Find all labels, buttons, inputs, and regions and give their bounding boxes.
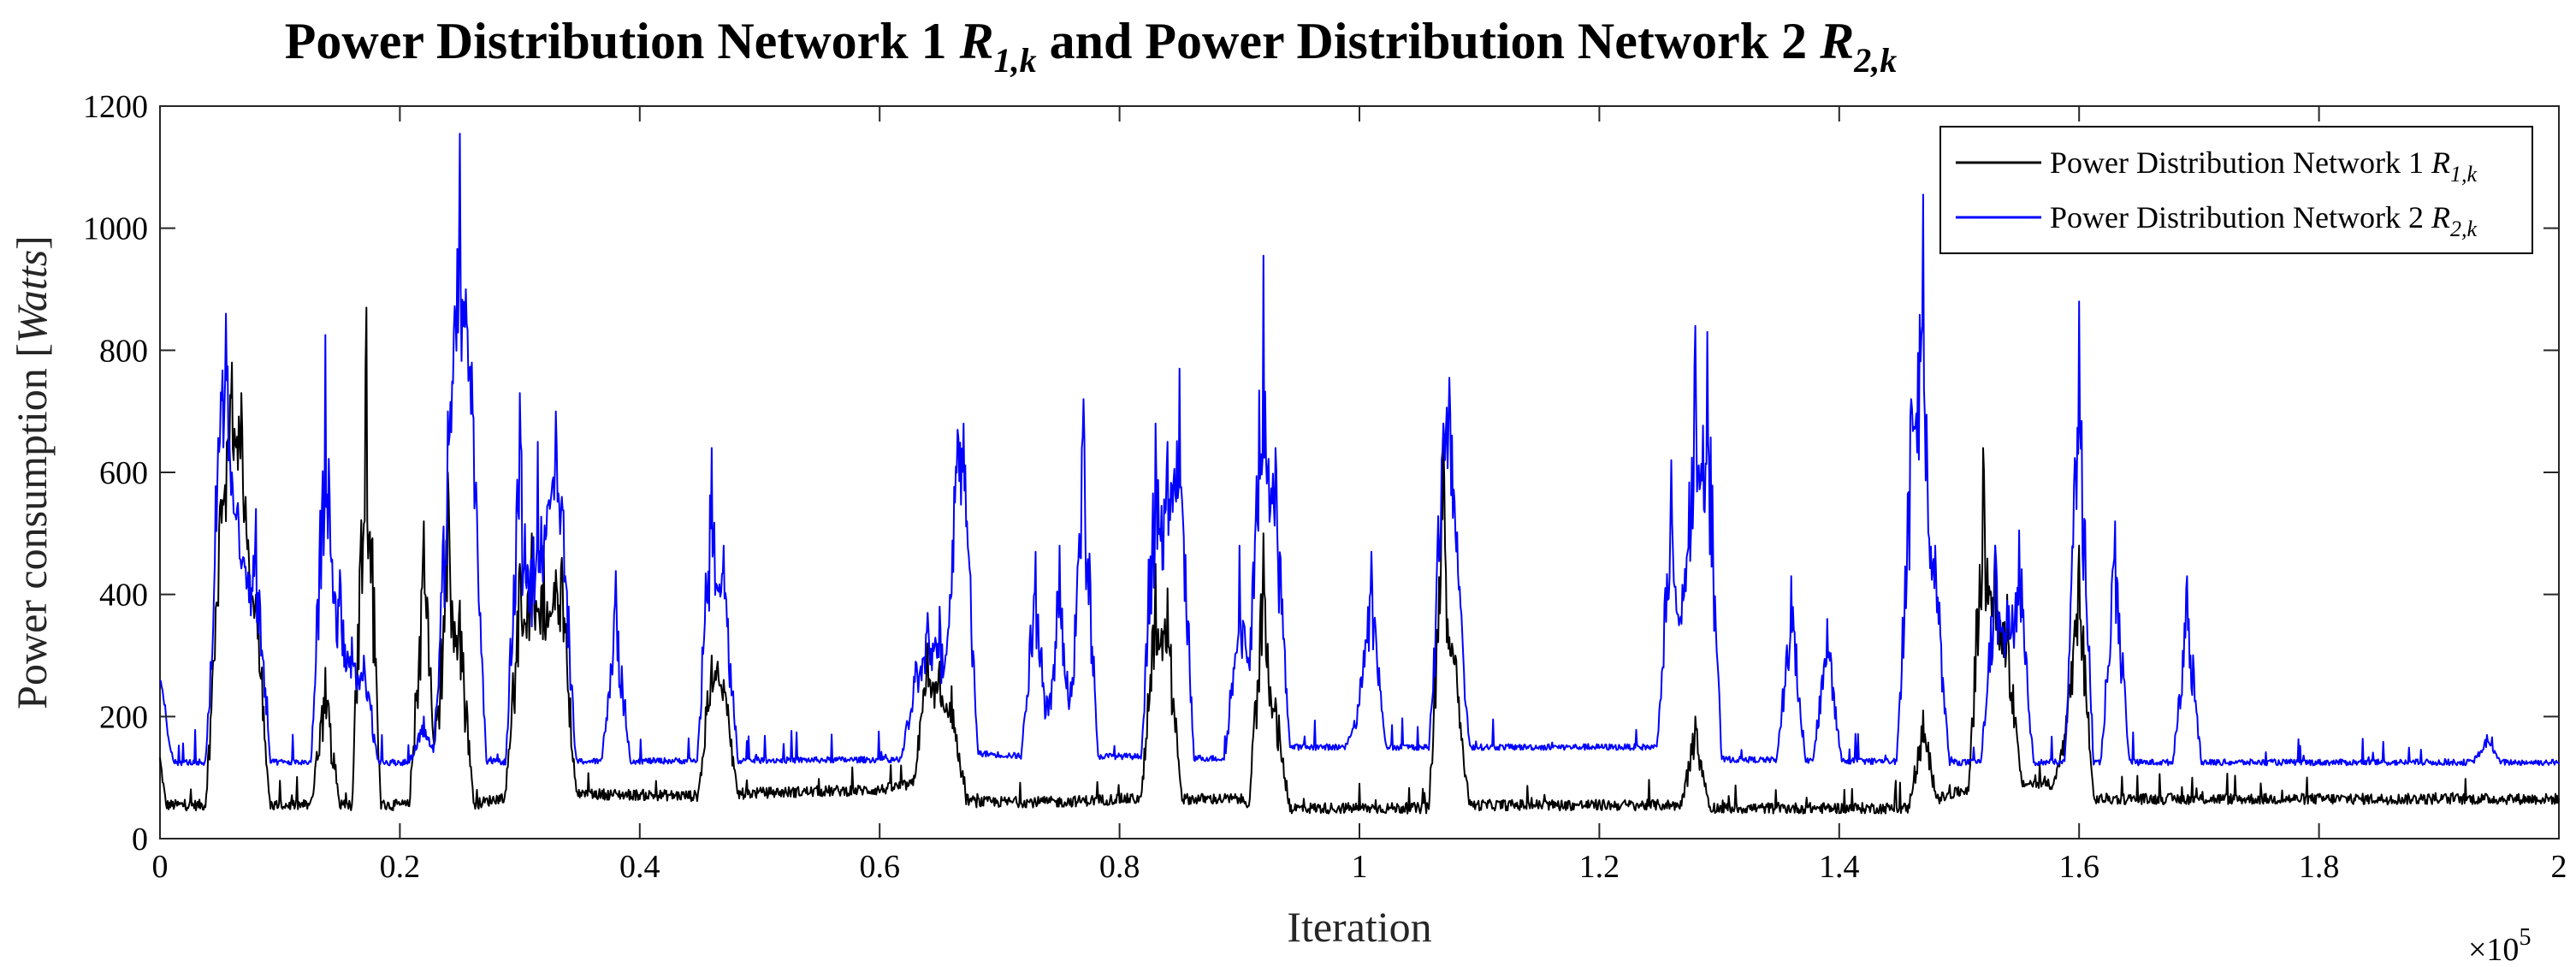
x-tick-label: 0 — [152, 849, 169, 885]
tick-layer: 0 0.2 0.4 0.6 0.8 1 1.2 1.4 1.6 1.8 2 0 200 400 600 800… — [83, 89, 2567, 885]
x-tick-label: 2 — [2551, 849, 2567, 885]
legend-box — [1939, 126, 2533, 254]
y-tick-label: 1000 — [83, 211, 148, 247]
x-tick-label: 1.4 — [1819, 849, 1860, 885]
y-tick-label: 0 — [132, 822, 148, 857]
series-layer — [159, 133, 2560, 815]
y-tick-label: 200 — [99, 699, 148, 735]
legend-label-1: Power Distribution Network 1 R1,k — [2050, 145, 2477, 187]
y-axis-label: Power consumption [Watts] — [8, 235, 56, 709]
series-line-2 — [159, 133, 2560, 767]
x-tick-label: 1.8 — [2299, 849, 2340, 885]
y-tick-label: 1200 — [83, 89, 148, 125]
legend: Power Distribution Network 1 R1,k Power … — [1939, 126, 2533, 254]
x-tick-label: 0.2 — [380, 849, 421, 885]
chart-title: Power Distribution Network 1 R1,k and Po… — [285, 13, 1897, 80]
x-tick-label: 1 — [1352, 849, 1368, 885]
y-tick-label: 400 — [99, 578, 148, 614]
x-tick-label: 0.4 — [619, 849, 660, 885]
x-axis-label: Iteration — [1287, 903, 1431, 951]
x-tick-label: 0.6 — [859, 849, 900, 885]
legend-label-2: Power Distribution Network 2 R2,k — [2050, 200, 2477, 241]
x-tick-label: 1.6 — [2058, 849, 2099, 885]
x-tick-label: 1.2 — [1579, 849, 1620, 885]
x-exponent-label: ×105 — [2468, 924, 2531, 967]
series-line-1 — [159, 306, 2560, 815]
x-tick-label: 0.8 — [1099, 849, 1140, 885]
y-tick-label: 800 — [99, 333, 148, 369]
y-tick-label: 600 — [99, 455, 148, 491]
